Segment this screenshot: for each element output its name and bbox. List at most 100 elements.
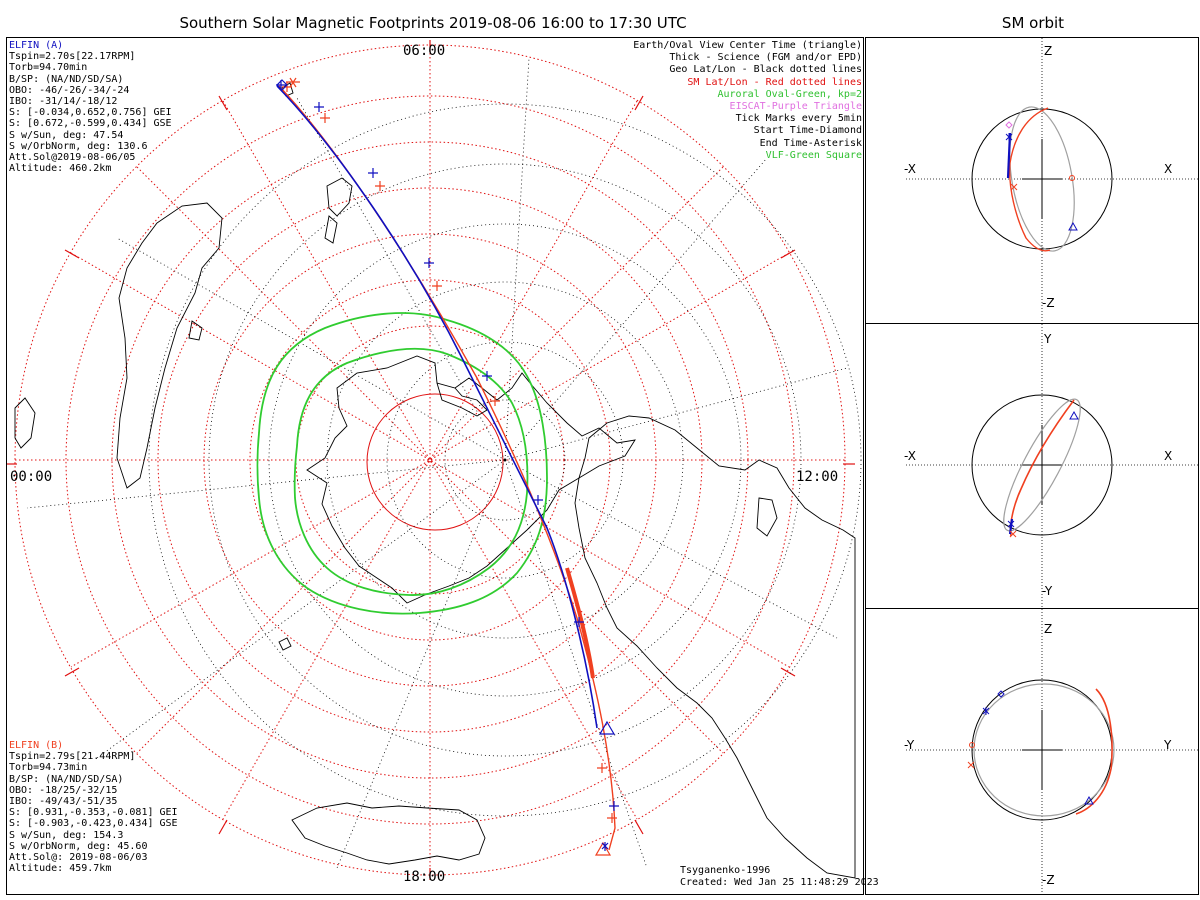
- legend-item: SM Lat/Lon - Red dotted lines: [687, 76, 862, 88]
- elfin-b-line: Tspin=2.79s[21.44RPM]: [9, 751, 136, 763]
- coastline-antarctic-peninsula: [436, 382, 488, 417]
- start-marker-b: [286, 77, 300, 88]
- elfin-b-line: S: [0.931,-0.353,-0.081] GEI: [9, 807, 178, 819]
- elfin-a-track: [276, 85, 598, 729]
- elfin-b-line: Torb=94.73min: [9, 762, 88, 774]
- orbit-end-marker: [982, 707, 990, 715]
- legend-item: End Time-Asterisk: [759, 137, 862, 149]
- legend-item: Auroral Oval-Green, kp=2: [717, 88, 863, 100]
- elfin-a-line: S: [0.672,-0.599,0.434] GSE: [9, 118, 172, 130]
- orbit-panel-xz[interactable]: Z -Z -X X: [865, 37, 1199, 324]
- elfin-a-line: Tspin=2.70s[22.17RPM]: [9, 51, 136, 63]
- elfin-a-line: Altitude: 460.2km: [9, 163, 112, 175]
- orbit-yz-canvas: [906, 609, 1198, 894]
- coastline-island-a: [278, 637, 292, 651]
- axis-label-top: Z: [1044, 622, 1053, 636]
- orbit-end-marker-b: [1009, 530, 1017, 538]
- legend-item: VLF-Green Square: [765, 149, 862, 161]
- elfin-a-info: ELFIN (A) Tspin=2.70s[22.17RPM] Torb=94.…: [9, 40, 172, 174]
- elfin-b-line: S: [-0.903,-0.423,0.434] GSE: [9, 818, 178, 830]
- orbit-elfin-a: [1006, 132, 1012, 179]
- elfin-a-line: B/SP: (NA/ND/SD/SA): [9, 73, 124, 85]
- elfin-a-name: ELFIN (A): [9, 40, 64, 51]
- auroral-ovals: [256, 312, 548, 615]
- elfin-b-line: S w/OrbNorm, deg: 45.60: [9, 840, 148, 852]
- legend-item: Earth/Oval View Center Time (triangle): [633, 40, 862, 51]
- elfin-b-science: [565, 567, 595, 679]
- orbit-reference: [973, 683, 1115, 817]
- footprint-map[interactable]: [6, 37, 864, 895]
- end-marker-a: [601, 842, 609, 851]
- track-ticks-b: [282, 82, 617, 823]
- orbit-end-marker-b: [967, 761, 975, 769]
- orbit-triangle: [1069, 410, 1079, 420]
- elfin-b-line: B/SP: (NA/ND/SD/SA): [9, 773, 124, 785]
- legend-item: Tick Marks every 5min: [735, 113, 862, 125]
- elfin-a-line: IBO: -31/14/-18/12: [9, 96, 118, 108]
- coastline-africa: [574, 415, 856, 879]
- elfin-a-line: Att.Sol@2019-08-06/05: [9, 152, 136, 164]
- view-center-triangle-b: [594, 841, 612, 856]
- legend-item: Thick - Science (FGM and/or EPD): [669, 52, 862, 64]
- orbit-dot: [1069, 175, 1075, 181]
- orbit-reference: [1003, 398, 1081, 532]
- legend-item: Geo Lat/Lon - Black dotted lines: [669, 64, 862, 76]
- model-name: Tsyganenko-1996: [680, 865, 771, 876]
- page-title: Southern Solar Magnetic Footprints 2019-…: [179, 14, 687, 32]
- elfin-a-line: S w/Sun, deg: 47.54: [9, 129, 124, 141]
- mlt-label-right: 12:00: [796, 469, 839, 485]
- orbit-panel-yz[interactable]: Z -Z -Y Y: [865, 608, 1199, 895]
- axis-label-right: Y: [1164, 738, 1172, 752]
- coastline-south-america: [291, 802, 486, 865]
- elfin-a-line: S w/OrbNorm, deg: 130.6: [9, 140, 148, 152]
- orbit-end-marker-b: [1010, 183, 1018, 191]
- elfin-b-line: Altitude: 459.7km: [9, 863, 112, 875]
- footprint-map-canvas: [7, 40, 862, 880]
- axis-label-left: -X: [904, 449, 916, 463]
- coastline-left-edge: [14, 397, 36, 449]
- coastline-new-zealand: [324, 177, 353, 244]
- orbit-elfin-b: [1075, 688, 1113, 815]
- orbit-title: SM orbit: [1001, 14, 1065, 32]
- legend: Earth/Oval View Center Time (triangle) T…: [633, 40, 862, 162]
- orbit-triangle: [1084, 795, 1094, 805]
- axis-label-left: -X: [904, 162, 916, 176]
- elfin-a-line: OBO: -46/-26/-34/-24: [9, 84, 130, 96]
- elfin-b-line: Att.Sol@: 2019-08-06/03: [9, 852, 148, 864]
- orbit-start-marker: [997, 690, 1005, 698]
- coastline-tasmania: [188, 320, 203, 341]
- mlt-label-top: 06:00: [403, 43, 446, 59]
- legend-item: Start Time-Diamond: [753, 125, 862, 137]
- track-ticks-a: [276, 80, 619, 811]
- axis-label-bottom: -Y: [1042, 584, 1053, 598]
- start-marker-a: [276, 79, 288, 91]
- axis-label-right: X: [1164, 449, 1173, 463]
- orbit-xz-canvas: [906, 38, 1198, 323]
- orbit-xy-canvas: [906, 324, 1198, 608]
- legend-item: EISCAT-Purple Triangle: [729, 101, 862, 113]
- axis-label-bottom: -Z: [1042, 296, 1055, 310]
- orbit-panel-xy[interactable]: Y -Y -X X: [865, 323, 1199, 609]
- elfin-b-line: S w/Sun, deg: 154.3: [9, 829, 124, 841]
- axis-label-right: X: [1164, 162, 1173, 176]
- south-pole-marker: [503, 458, 507, 462]
- auroral-oval-outer: [256, 312, 548, 615]
- elfin-b-line: IBO: -49/43/-51/35: [9, 796, 118, 808]
- axis-label-top: Y: [1044, 332, 1052, 346]
- orbit-triangle: [1068, 221, 1078, 231]
- coastlines: [14, 82, 856, 879]
- orbit-reference: [1009, 106, 1075, 252]
- coastline-australia: [116, 202, 223, 489]
- axis-label-bottom: -Z: [1042, 873, 1055, 887]
- orbit-elfin-b: [1008, 107, 1051, 252]
- mlt-label-left: 00:00: [10, 469, 53, 485]
- elfin-b-info: ELFIN (B) Tspin=2.79s[21.44RPM] Torb=94.…: [9, 740, 178, 874]
- sm-inner-ring: [366, 393, 504, 531]
- elfin-a-line: S: [-0.034,0.652,0.756] GEI: [9, 107, 172, 119]
- credit: Tsyganenko-1996 Created: Wed Jan 25 11:4…: [680, 865, 879, 889]
- created-timestamp: Created: Wed Jan 25 11:48:29 2023: [680, 877, 879, 888]
- orbit-end-marker: [1007, 520, 1015, 528]
- elfin-a-line: Torb=94.70min: [9, 62, 88, 74]
- coastline-antarctica: [306, 355, 636, 604]
- auroral-oval-inner: [293, 347, 529, 596]
